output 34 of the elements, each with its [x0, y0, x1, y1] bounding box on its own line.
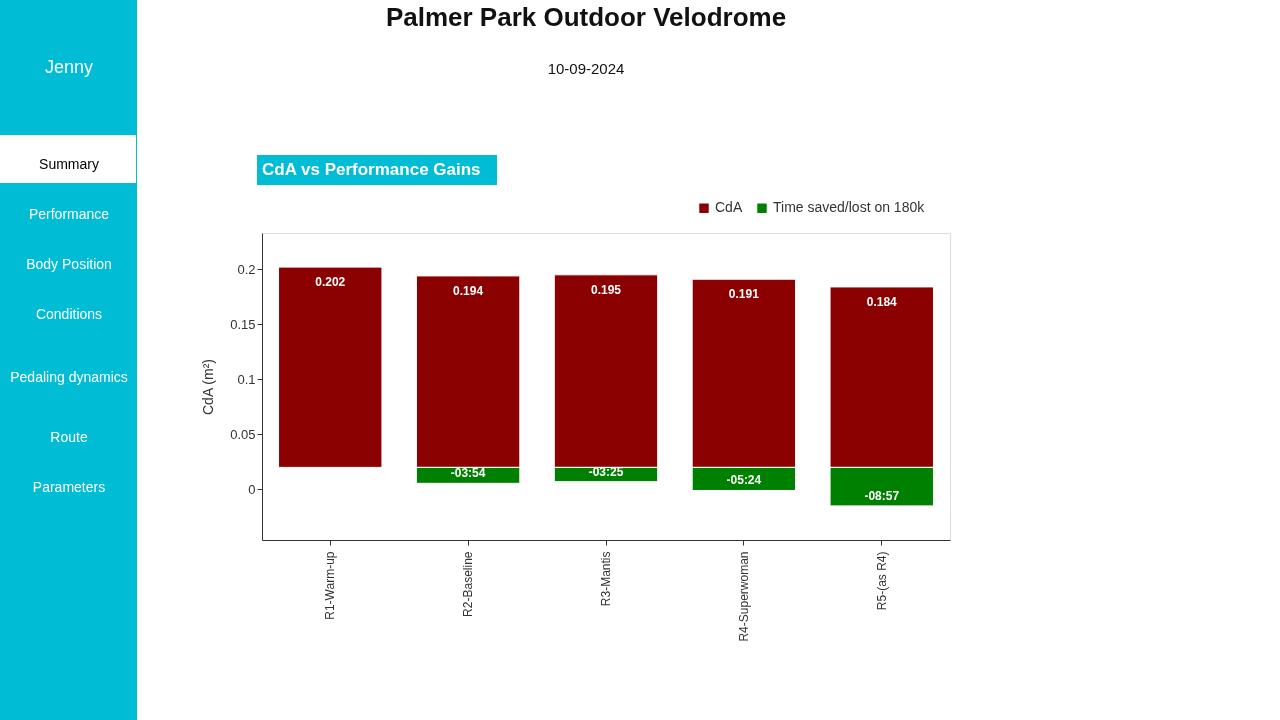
x-tick-label: R2-Baseline: [461, 551, 476, 617]
text: Summary: [39, 156, 99, 172]
text: Route: [50, 429, 88, 445]
chart-title: Palmer Park Outdoor Velodrome: [385, 2, 787, 32]
text: Pedaling dynamics: [10, 369, 128, 385]
data-label: -08:57: [864, 488, 900, 503]
x-tick-label: R4-Superwoman: [736, 551, 751, 642]
text: CdA vs Performance Gains: [262, 160, 481, 179]
y-tick-label: 0.1: [237, 371, 256, 387]
data-label: 0.202: [315, 275, 346, 290]
text: Conditions: [35, 306, 103, 322]
chart-subtitle: 10-09-2024: [547, 60, 625, 77]
x-tick-label: R1-Warm-up: [323, 551, 338, 620]
text: Performance: [28, 206, 110, 222]
y-tick-label: 0.05: [230, 426, 256, 442]
y-tick-label: 0: [248, 481, 256, 497]
data-label: 0.195: [590, 282, 622, 297]
data-label: -03:25: [588, 464, 624, 479]
bar: [278, 266, 383, 468]
legend-label: Time saved/lost on 180k: [773, 199, 926, 216]
x-tick-label: R5-(as R4): [874, 551, 889, 611]
x-tick-label: R3-Mantis: [599, 551, 613, 607]
data-label: 0.184: [866, 294, 898, 309]
y-axis-title: CdA (m²): [200, 359, 217, 415]
data-label: 0.191: [728, 287, 760, 302]
text: Jenny: [44, 57, 94, 77]
text: Parameters: [32, 479, 106, 495]
data-label: -05:24: [726, 473, 762, 488]
data-label: -03:54: [450, 466, 486, 481]
data-label: 0.194: [453, 283, 484, 298]
legend-label: CdA: [715, 199, 743, 216]
y-tick-label: 0.2: [237, 261, 256, 277]
y-tick-label: 0.15: [230, 316, 256, 332]
text: Body Position: [26, 256, 112, 272]
